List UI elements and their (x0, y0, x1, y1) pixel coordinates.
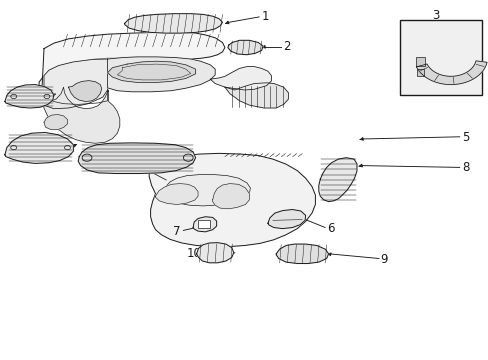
Polygon shape (212, 184, 249, 209)
Polygon shape (107, 57, 215, 92)
Polygon shape (149, 153, 315, 247)
Polygon shape (41, 87, 120, 143)
Polygon shape (5, 132, 73, 163)
Polygon shape (416, 61, 486, 85)
Bar (198, 220, 210, 228)
Text: 1: 1 (261, 10, 268, 23)
Polygon shape (155, 184, 198, 204)
Polygon shape (210, 67, 271, 90)
Bar (416, 69, 424, 76)
Text: 9: 9 (380, 253, 387, 266)
Text: 10: 10 (186, 247, 201, 260)
Polygon shape (78, 143, 195, 174)
Text: 2: 2 (283, 40, 290, 53)
Polygon shape (276, 244, 328, 264)
Text: 13: 13 (19, 147, 33, 159)
Polygon shape (193, 217, 216, 232)
Text: 12: 12 (116, 148, 131, 161)
Polygon shape (68, 81, 102, 102)
Polygon shape (224, 83, 288, 108)
Polygon shape (124, 14, 222, 33)
Bar (399, 20, 481, 95)
Polygon shape (163, 175, 250, 206)
Polygon shape (44, 114, 67, 130)
Text: 8: 8 (461, 161, 468, 174)
Polygon shape (5, 85, 54, 108)
Text: 4: 4 (408, 41, 415, 54)
Bar (415, 57, 425, 66)
Text: 5: 5 (461, 131, 468, 144)
Polygon shape (196, 243, 233, 263)
Polygon shape (44, 59, 107, 109)
Polygon shape (39, 32, 224, 97)
Polygon shape (318, 158, 356, 202)
Text: 11: 11 (18, 91, 33, 104)
Polygon shape (227, 40, 263, 55)
Text: 6: 6 (326, 222, 333, 235)
Text: 7: 7 (173, 225, 181, 238)
Text: 3: 3 (431, 9, 439, 22)
Polygon shape (107, 61, 195, 82)
Polygon shape (267, 210, 305, 229)
